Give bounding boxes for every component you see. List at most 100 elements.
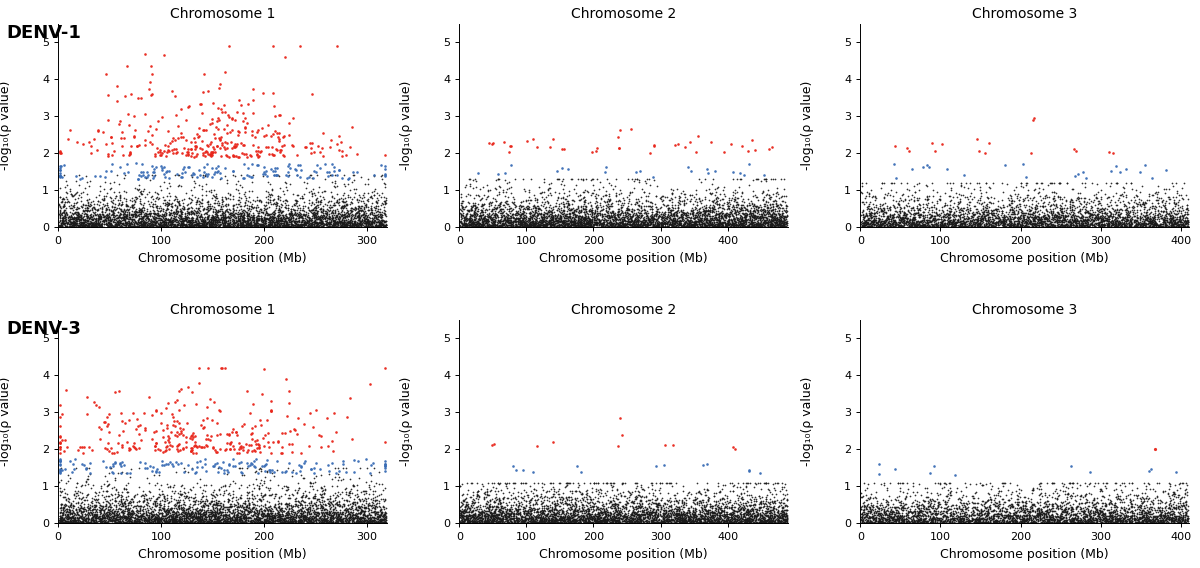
Point <box>1120 495 1139 504</box>
Point <box>1000 515 1019 524</box>
Point <box>640 189 659 198</box>
Point <box>707 214 726 223</box>
Point <box>164 500 184 509</box>
Point <box>113 417 132 426</box>
Point <box>1144 517 1163 527</box>
Point <box>1170 207 1189 216</box>
Point <box>270 510 289 519</box>
Point <box>750 518 769 527</box>
Point <box>982 511 1001 520</box>
Point <box>967 215 986 224</box>
Point <box>554 217 574 226</box>
Point <box>707 488 726 498</box>
Point <box>455 220 474 229</box>
Point <box>930 515 949 524</box>
Point <box>298 504 317 513</box>
Point <box>590 517 610 527</box>
Point <box>307 518 326 527</box>
Point <box>500 519 520 528</box>
Point <box>709 214 728 223</box>
Point <box>893 221 912 230</box>
Point <box>959 217 978 226</box>
Point <box>1003 513 1022 523</box>
Point <box>520 518 539 527</box>
Point <box>343 171 362 180</box>
Point <box>91 220 110 229</box>
Point <box>958 513 977 522</box>
Point <box>277 504 296 513</box>
Point <box>654 219 673 228</box>
Point <box>469 222 488 231</box>
Point <box>887 516 906 525</box>
Point <box>1127 519 1146 528</box>
Point <box>571 519 590 528</box>
Point <box>1066 210 1085 219</box>
Point <box>1001 221 1020 230</box>
Point <box>716 211 736 220</box>
Point <box>233 222 252 231</box>
Point <box>971 196 990 205</box>
Point <box>685 515 704 524</box>
Point <box>554 212 574 221</box>
Point <box>1141 220 1160 229</box>
Point <box>144 222 163 231</box>
Point <box>186 508 205 517</box>
Point <box>918 492 937 501</box>
Point <box>271 203 290 212</box>
Point <box>198 206 217 215</box>
Point <box>599 221 618 230</box>
Point <box>853 218 872 227</box>
Point <box>866 515 886 524</box>
Point <box>646 508 665 517</box>
Point <box>149 514 168 523</box>
Point <box>1104 206 1123 215</box>
Point <box>484 212 503 222</box>
Point <box>238 214 257 223</box>
Point <box>68 513 88 522</box>
Point <box>121 141 140 150</box>
Point <box>698 514 718 523</box>
Point <box>1100 517 1120 527</box>
Point <box>1123 517 1142 526</box>
Point <box>557 509 576 519</box>
Point <box>1114 517 1133 526</box>
Point <box>539 199 558 208</box>
Point <box>232 509 251 519</box>
Point <box>694 209 713 218</box>
Point <box>348 220 367 229</box>
Point <box>520 222 539 231</box>
Point <box>920 216 940 225</box>
Point <box>716 503 736 512</box>
Point <box>896 506 916 515</box>
Point <box>545 519 564 528</box>
Point <box>750 216 769 225</box>
Point <box>278 506 298 515</box>
Point <box>994 517 1013 527</box>
Point <box>647 511 666 520</box>
Point <box>918 216 937 225</box>
Point <box>452 206 472 215</box>
Point <box>637 517 656 527</box>
Point <box>1084 495 1103 504</box>
Point <box>328 512 347 521</box>
Point <box>253 491 272 500</box>
Point <box>109 212 128 222</box>
Point <box>349 214 368 223</box>
Point <box>505 512 524 521</box>
Point <box>468 220 487 229</box>
Point <box>904 498 923 507</box>
Point <box>1060 209 1079 218</box>
Point <box>931 516 950 525</box>
Point <box>498 515 517 524</box>
Point <box>288 170 307 179</box>
Point <box>1087 518 1106 527</box>
Point <box>689 208 708 217</box>
Point <box>330 502 349 511</box>
Point <box>960 192 979 201</box>
Point <box>652 210 671 219</box>
Point <box>1172 516 1192 525</box>
Point <box>744 483 763 492</box>
Point <box>77 200 96 209</box>
Point <box>88 513 107 523</box>
Point <box>979 202 998 211</box>
